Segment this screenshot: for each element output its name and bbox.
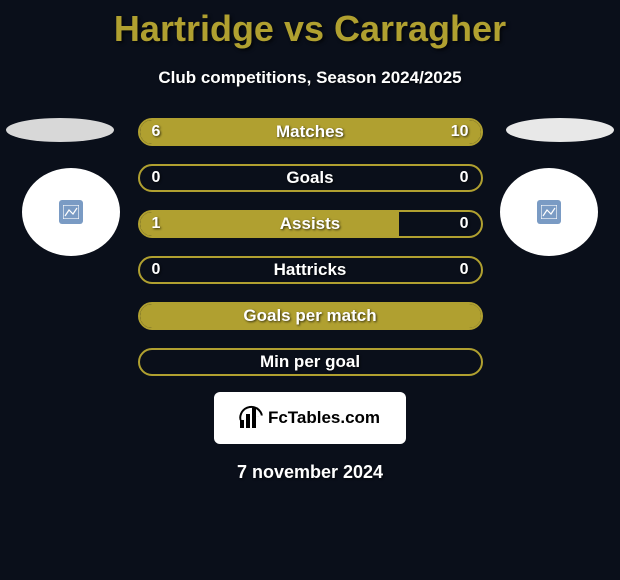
- stat-label: Hattricks: [274, 260, 347, 280]
- stat-label: Matches: [276, 122, 344, 142]
- stat-row: Goals 0 0: [138, 164, 483, 192]
- stat-value-left: 6: [152, 123, 161, 141]
- team-ellipse-right: [506, 118, 614, 142]
- stat-row: Assists 1 0: [138, 210, 483, 238]
- player-placeholder-icon: [537, 200, 561, 224]
- stat-row: Matches 6 10: [138, 118, 483, 146]
- player-avatar-right: [500, 168, 598, 256]
- player-placeholder-icon: [59, 200, 83, 224]
- player-avatar-left: [22, 168, 120, 256]
- stat-row: Min per goal: [138, 348, 483, 376]
- stat-value-right: 10: [451, 123, 469, 141]
- stat-value-right: 0: [460, 261, 469, 279]
- logo-text: FcTables.com: [268, 408, 380, 428]
- stat-label: Goals: [286, 168, 333, 188]
- fctables-logo: FcTables.com: [214, 392, 406, 444]
- stat-bars: Matches610Goals00Assists10Hattricks00Goa…: [138, 118, 483, 376]
- team-ellipse-left: [6, 118, 114, 142]
- stat-value-left: 0: [152, 261, 161, 279]
- stat-value-left: 0: [152, 169, 161, 187]
- stat-value-left: 1: [152, 215, 161, 233]
- stat-value-right: 0: [460, 215, 469, 233]
- logo-bars-icon: [240, 408, 262, 428]
- stat-row: Hattricks 0 0: [138, 256, 483, 284]
- comparison-panel: Matches610Goals00Assists10Hattricks00Goa…: [0, 118, 620, 483]
- stat-label: Min per goal: [260, 352, 360, 372]
- page-title: Hartridge vs Carragher: [0, 0, 620, 50]
- stat-row: Goals per match: [138, 302, 483, 330]
- stat-label: Goals per match: [243, 306, 376, 326]
- stat-value-right: 0: [460, 169, 469, 187]
- stat-fill-left: [140, 212, 399, 236]
- subtitle: Club competitions, Season 2024/2025: [0, 68, 620, 88]
- snapshot-date: 7 november 2024: [0, 462, 620, 483]
- stat-label: Assists: [280, 214, 340, 234]
